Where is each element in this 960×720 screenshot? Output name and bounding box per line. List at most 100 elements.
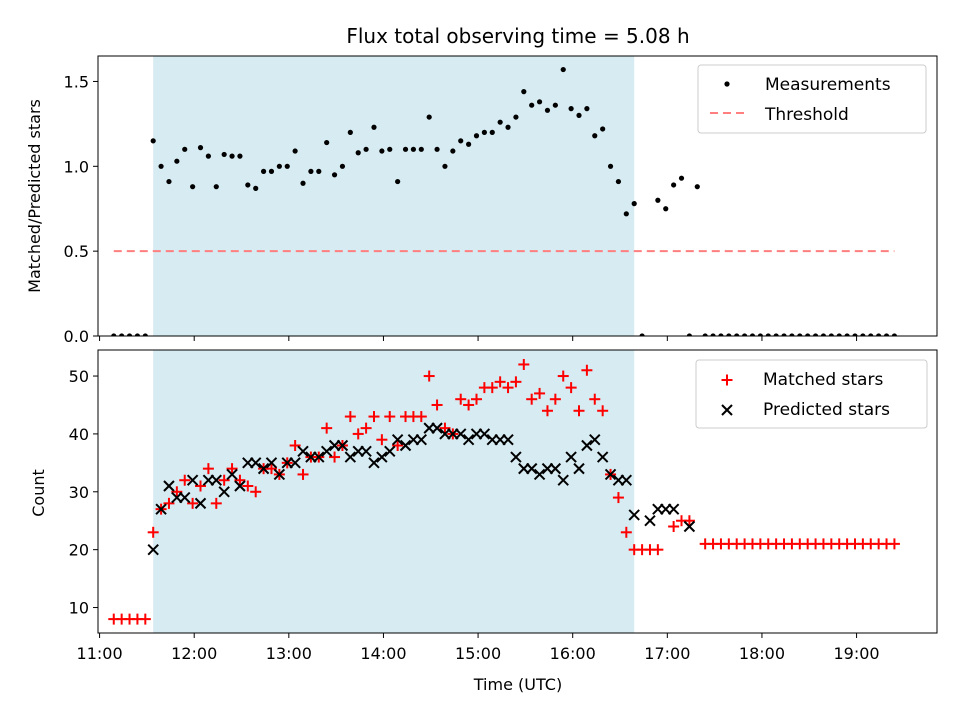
top-y-axis-label: Matched/Predicted stars <box>25 99 44 293</box>
measurement-point <box>213 184 219 190</box>
predicted-star-point <box>257 462 270 475</box>
matched-star-point <box>202 463 214 475</box>
measurement-point <box>324 139 330 146</box>
predicted-star-point <box>336 439 349 452</box>
legend-matched-marker <box>721 374 733 386</box>
measurement-point <box>497 119 503 125</box>
predicted-star-point <box>478 428 491 440</box>
predicted-star-point <box>384 445 396 457</box>
measurement-point <box>678 175 685 181</box>
measurement-point <box>119 333 125 336</box>
measurement-point <box>860 333 866 336</box>
legend-predicted-marker <box>721 404 733 416</box>
bottom-y-tick-label: 40 <box>69 425 89 444</box>
measurement-point <box>316 168 322 174</box>
predicted-star-point <box>415 433 428 446</box>
measurement-point <box>631 201 637 207</box>
measurement-point <box>363 146 369 152</box>
measurement-point <box>820 333 827 336</box>
measurement-point <box>607 163 614 169</box>
measurement-point <box>331 172 338 178</box>
measurement-point <box>757 333 763 336</box>
measurement-point <box>371 124 377 130</box>
bottom-x-tick-label: 19:00 <box>834 644 880 663</box>
predicted-star-point <box>210 474 222 486</box>
matched-star-point <box>297 468 309 480</box>
measurement-point <box>300 180 306 186</box>
predicted-star-point <box>455 428 467 440</box>
measurement-point <box>308 168 314 174</box>
predicted-star-point <box>289 457 301 469</box>
predicted-star-point <box>565 451 577 463</box>
predicted-star-point <box>589 433 601 446</box>
measurement-point <box>182 146 188 152</box>
measurement-point <box>339 163 346 169</box>
measurement-point <box>521 89 527 95</box>
measurement-point <box>260 168 267 174</box>
matched-star-point <box>329 451 341 463</box>
predicted-star-point <box>620 474 633 486</box>
predicted-star-point <box>604 468 617 481</box>
measurement-point <box>576 112 582 118</box>
measurement-point <box>828 333 834 336</box>
predicted-star-point <box>581 439 593 452</box>
measurement-point <box>442 163 448 169</box>
matched-star-point <box>352 428 364 440</box>
matched-star-point <box>526 393 538 405</box>
matched-star-point <box>888 538 900 550</box>
measurement-point <box>166 178 172 185</box>
predicted-star-point <box>226 468 238 481</box>
measurement-point <box>694 184 700 190</box>
bottom-y-axis-label: Count <box>29 469 48 517</box>
predicted-star-point <box>399 439 412 452</box>
measurement-point <box>536 99 543 105</box>
measurement-point <box>615 178 622 185</box>
measurement-point <box>876 333 882 336</box>
predicted-star-point <box>391 433 404 446</box>
measurement-point <box>418 146 424 152</box>
predicted-star-point <box>218 486 230 498</box>
bottom-x-tick-label: 17:00 <box>644 644 690 663</box>
measurement-point <box>355 150 361 156</box>
top-y-tick-label: 0.5 <box>64 242 89 261</box>
matched-star-point <box>242 480 254 492</box>
measurement-point <box>529 102 535 108</box>
measurement-point <box>379 148 385 154</box>
matched-star-point <box>541 405 553 417</box>
measurement-point <box>473 133 480 139</box>
measurement-point <box>868 333 874 336</box>
measurement-point <box>111 333 117 336</box>
matched-star-point <box>534 387 546 399</box>
matched-star-point <box>265 463 277 475</box>
matched-star-point <box>652 544 664 556</box>
matched-star-point <box>210 497 222 509</box>
predicted-star-point <box>644 515 656 527</box>
predicted-star-point <box>265 457 278 469</box>
measurement-point <box>197 145 204 151</box>
measurement-point <box>773 333 779 336</box>
matched-star-point <box>494 376 506 388</box>
legend-matched-label: Matched stars <box>763 370 883 390</box>
predicted-star-point <box>431 422 443 434</box>
top-axes-frame <box>97 55 938 337</box>
bottom-panel: 10 20 30 40 50 11:00 12:00 13:00 14:00 15:00 16:0… <box>29 349 938 694</box>
matched-star-point <box>597 405 609 417</box>
predicted-star-point <box>273 468 286 481</box>
matched-star-point <box>289 439 301 451</box>
top-y-tick-label: 0.0 <box>64 327 89 346</box>
bottom-y-tick-label: 10 <box>69 599 89 618</box>
measurement-point <box>134 333 141 336</box>
matched-star-point <box>502 382 514 394</box>
measurement-point <box>686 333 692 336</box>
legend-matched-plus <box>721 374 733 386</box>
matched-star-point <box>565 382 577 394</box>
measurement-point <box>852 333 858 336</box>
bottom-x-tick-label: 16:00 <box>550 644 596 663</box>
measurement-point <box>458 138 464 144</box>
measurement-point <box>174 158 180 164</box>
matched-star-point <box>368 411 380 423</box>
predicted-star-point <box>155 503 167 515</box>
legend-threshold-label: Threshold <box>764 105 849 125</box>
predicted-star-point <box>628 509 640 521</box>
matched-star-point <box>455 393 467 405</box>
